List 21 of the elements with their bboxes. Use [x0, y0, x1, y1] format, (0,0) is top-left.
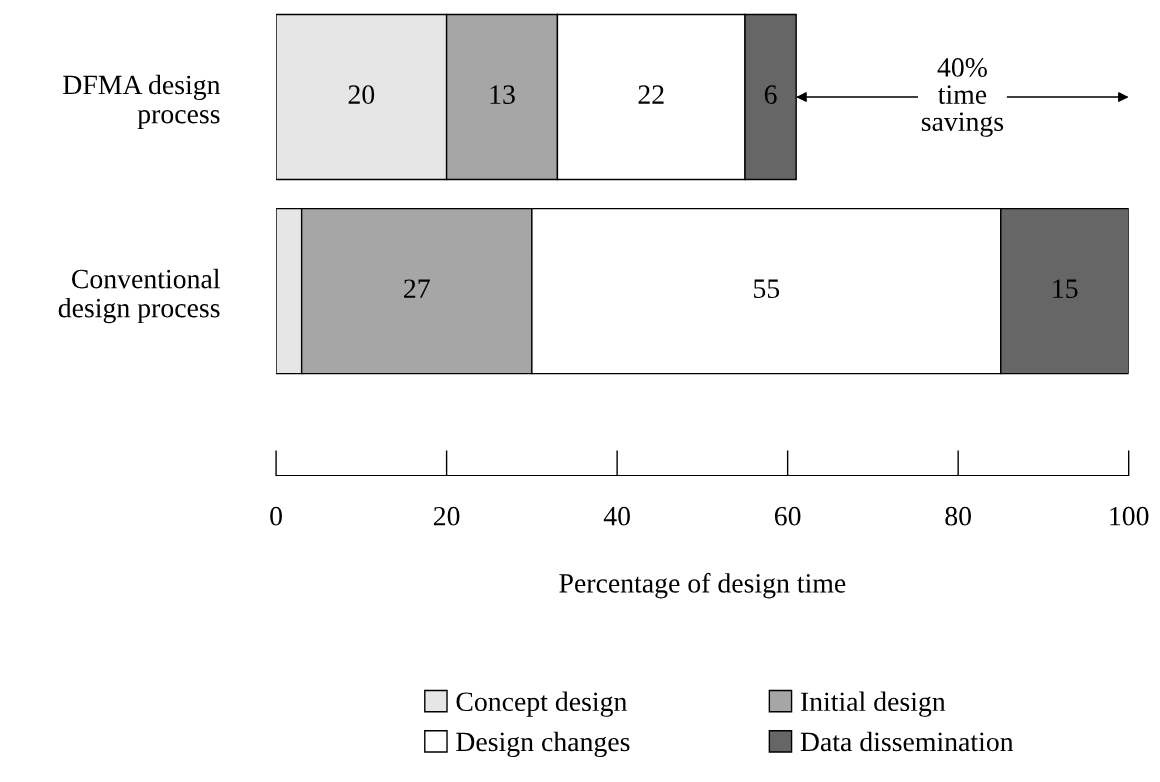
x-tick-label: 60	[774, 506, 801, 526]
data-label: 27	[404, 279, 430, 298]
annotation: 40% time savings	[921, 58, 1004, 137]
legend-label: Initial design	[800, 691, 946, 717]
data-label: 55	[754, 279, 780, 299]
x-axis-title: Percentage of design time	[559, 572, 846, 599]
legend-label: Data dissemination	[800, 731, 1014, 752]
x-tick-label: 40	[603, 506, 630, 526]
y-tick-label: DFMA design process	[63, 74, 221, 130]
x-tick-label: 20	[433, 506, 460, 526]
data-label: 13	[490, 85, 515, 104]
legend-label: Concept design	[456, 691, 627, 717]
data-label: 20	[348, 85, 375, 104]
y-tick-label: Conventional design process	[58, 268, 220, 324]
legend-label: Design changes	[456, 731, 630, 757]
data-label: 15	[1053, 279, 1078, 299]
x-tick-label: 100	[1110, 506, 1149, 526]
data-label: 6	[764, 85, 777, 104]
x-tick-label: 80	[945, 506, 971, 526]
x-tick-label: 0	[270, 506, 282, 526]
data-label: 22	[638, 85, 664, 104]
